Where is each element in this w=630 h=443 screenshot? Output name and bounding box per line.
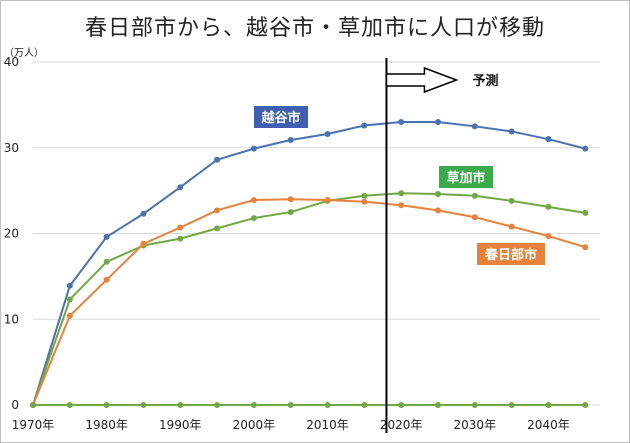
series-2-point-2025 (435, 207, 441, 214)
series-2-point-1975 (66, 312, 73, 319)
series-label-2: 春日部市 (477, 243, 545, 265)
series-2 (30, 196, 589, 408)
series-2-line (32, 198, 586, 406)
y-tick-40: 40 (4, 55, 19, 69)
y-tick-labels: 0 10 20 30 40 (4, 55, 19, 412)
series-3-point-2010 (324, 402, 331, 408)
series-label-2-box (477, 243, 545, 265)
series-1-point-1990 (177, 235, 184, 242)
x-tick-1970: 1970年 (12, 418, 55, 432)
series-2-point-2045 (582, 244, 589, 251)
series-2-point-2015 (361, 198, 368, 205)
series-2-point-2010 (324, 197, 331, 204)
series-label-0: 越谷市 (254, 106, 308, 128)
series-1-point-2020 (398, 190, 405, 197)
series-1-point-1995 (214, 225, 221, 232)
x-tick-labels: 1970年 1980年 1990年 2000年 2010年 2020年 2030年 2040年 (12, 418, 570, 432)
forecast-label: 予測 (472, 73, 498, 89)
series-label-1-box (439, 166, 493, 188)
series-0-line (32, 121, 586, 406)
series-2-point-2040 (545, 233, 552, 240)
series-3-point-2040 (545, 402, 552, 408)
x-tick-2030: 2030年 (454, 418, 497, 432)
x-tick-2010: 2010年 (306, 418, 349, 432)
y-tick-10: 10 (4, 312, 19, 326)
series-1-point-2045 (582, 209, 589, 216)
x-tick-1980: 1980年 (85, 418, 128, 432)
series-3-point-2030 (471, 402, 478, 408)
series-0-point-1985 (140, 210, 147, 217)
series-1-point-2000 (250, 215, 257, 222)
series-1-point-2005 (287, 209, 294, 216)
y-tick-30: 30 (4, 141, 19, 155)
gridlines (33, 61, 600, 406)
series-3-point-1975 (66, 402, 73, 408)
series-1-point-2040 (545, 203, 552, 210)
series-0-point-2045 (582, 145, 589, 152)
series-2-point-2000 (250, 197, 257, 204)
series-0-point-2015 (361, 122, 368, 129)
series-2-point-1985 (140, 240, 147, 247)
forecast-arrow-icon (385, 66, 459, 94)
series-0-point-2040 (545, 136, 552, 143)
series-2-point-1995 (214, 207, 221, 214)
series-0-point-2005 (287, 137, 294, 144)
series-3-point-2025 (435, 402, 441, 408)
series-1 (30, 190, 589, 408)
series-label-1: 草加市 (439, 166, 493, 188)
series-lines (30, 119, 589, 408)
series-2-point-2030 (471, 214, 478, 221)
series-0-point-2035 (508, 128, 515, 135)
series-3 (30, 402, 589, 408)
series-3-point-2000 (250, 402, 257, 408)
series-0-point-2025 (435, 119, 441, 126)
series-1-line (32, 192, 586, 406)
series-1-point-2030 (471, 192, 478, 199)
series-label-1-text: 草加市 (446, 170, 485, 186)
series-3-point-2035 (508, 402, 515, 408)
series-0-point-2030 (471, 123, 478, 130)
series-3-point-1970 (30, 402, 36, 408)
series-1-point-2015 (361, 192, 368, 199)
series-2-point-2035 (508, 223, 515, 230)
x-tick-2000: 2000年 (233, 418, 276, 432)
series-2-point-2005 (287, 196, 294, 203)
series-1-point-1980 (103, 258, 110, 265)
series-3-point-1985 (140, 402, 147, 408)
series-3-point-2005 (287, 402, 294, 408)
chart-title: 春日部市から、越谷市・草加市に人口が移動 (84, 16, 545, 41)
series-1-point-1975 (66, 296, 73, 303)
series-0-point-1980 (103, 233, 110, 240)
forecast-divider: 予測 (385, 58, 498, 433)
series-label-0-text: 越谷市 (260, 110, 300, 126)
y-unit-label: （万人） (4, 47, 44, 59)
series-3-point-2045 (582, 402, 589, 408)
series-1-point-2025 (435, 191, 441, 198)
series-3-point-1980 (103, 402, 110, 408)
series-2-point-1980 (103, 276, 110, 283)
series-1-point-2035 (508, 197, 515, 204)
series-0-point-2000 (250, 145, 257, 152)
series-0-point-2020 (398, 119, 405, 126)
series-2-point-2020 (398, 202, 405, 209)
series-3-point-1995 (214, 402, 221, 408)
series-0-point-2010 (324, 131, 331, 138)
x-tick-2040: 2040年 (527, 418, 570, 432)
series-label-0-box (254, 106, 308, 128)
series-3-point-2020 (398, 402, 405, 408)
x-tick-1990: 1990年 (159, 418, 202, 432)
series-0-point-1975 (66, 282, 73, 289)
series-0-point-1990 (177, 184, 184, 191)
series-3-point-2015 (361, 402, 368, 408)
y-tick-20: 20 (4, 227, 19, 241)
series-label-2-text: 春日部市 (484, 247, 537, 263)
series-0-point-1995 (214, 156, 221, 163)
x-tick-2020: 2020年 (380, 418, 423, 432)
series-2-point-1990 (177, 224, 184, 231)
series-3-point-1990 (177, 402, 184, 408)
y-tick-0: 0 (11, 398, 19, 412)
